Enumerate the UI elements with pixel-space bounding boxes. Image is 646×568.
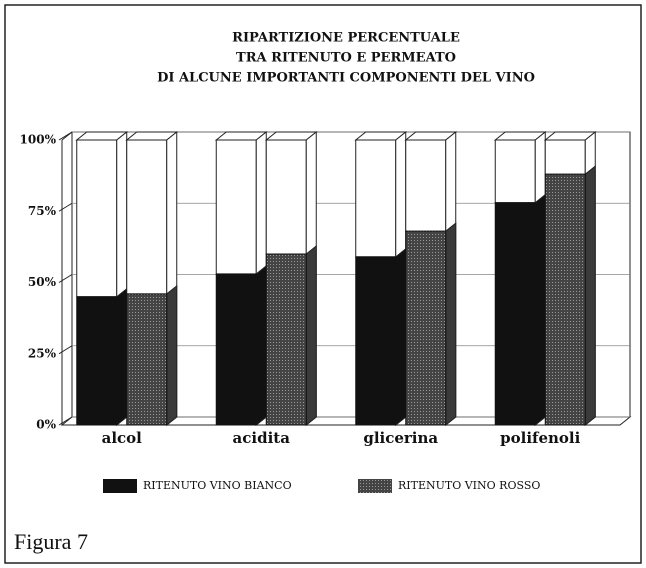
bar-side-fill <box>116 287 128 427</box>
bar-remainder <box>494 139 536 204</box>
bar-side-fill <box>255 264 267 427</box>
bar <box>215 273 257 426</box>
legend-swatch <box>358 479 392 493</box>
bar-remainder <box>215 139 257 275</box>
y-tick-label: 50% <box>28 275 57 289</box>
tick-mark <box>58 202 73 212</box>
x-tick-label: acidita <box>233 429 291 447</box>
legend-label: RITENUTO VINO BIANCO <box>143 479 292 492</box>
bar-remainder <box>355 139 397 258</box>
legend-label: RITENUTO VINO ROSSO <box>398 479 540 492</box>
bar-side-fill <box>445 222 457 427</box>
tick-mark <box>58 274 73 283</box>
bar-side-fill <box>305 244 317 427</box>
x-tick-label: glicerina <box>363 429 438 447</box>
bar-side-fill <box>166 284 178 427</box>
frame <box>4 4 642 564</box>
bar-side-fill <box>584 165 596 427</box>
y-tick-label: 25% <box>28 346 57 360</box>
bar-remainder <box>405 139 447 232</box>
x-tick-label: alcol <box>102 429 143 447</box>
tick-mark <box>58 345 73 355</box>
bar-side-fill <box>534 193 546 427</box>
bar <box>76 296 118 426</box>
bar-remainder <box>76 139 118 298</box>
chart-title: RIPARTIZIONE PERCENTUALE <box>232 31 460 46</box>
bar <box>355 256 397 426</box>
y-tick-label: 100% <box>20 133 57 147</box>
y-tick-label: 0% <box>36 418 56 432</box>
x-tick-label: polifenoli <box>500 429 580 447</box>
tick-mark <box>58 131 73 141</box>
bar-remainder <box>126 139 168 295</box>
legend-swatch <box>103 479 137 493</box>
bar <box>126 293 168 426</box>
bar <box>494 202 536 426</box>
caption: Figura 7 <box>14 529 88 554</box>
chart-title: DI ALCUNE IMPORTANTI COMPONENTI DEL VINO <box>157 71 535 86</box>
chart-title: TRA RITENUTO E PERMEATO <box>236 51 456 66</box>
bar-side-fill <box>395 247 407 427</box>
bar-remainder <box>544 139 586 175</box>
bar <box>265 253 307 426</box>
tick-mark <box>58 416 73 426</box>
bar-remainder <box>265 139 307 255</box>
y-tick-label: 75% <box>28 204 57 218</box>
bar <box>544 173 586 426</box>
bar <box>405 230 447 426</box>
